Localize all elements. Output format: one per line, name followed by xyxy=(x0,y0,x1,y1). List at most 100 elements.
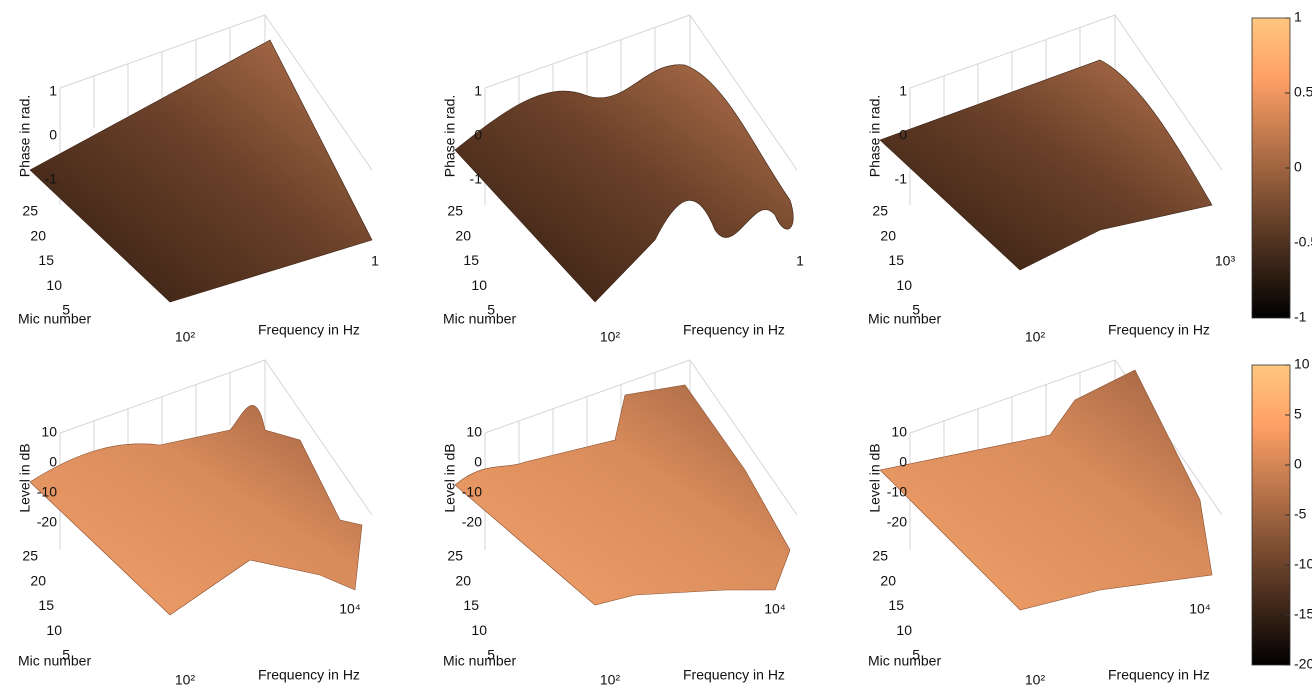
x-tick-label: 1 xyxy=(796,253,804,269)
surface xyxy=(30,40,372,302)
y-tick-label: 10 xyxy=(471,277,487,293)
z-tick-label: -20 xyxy=(462,514,482,530)
x-axis-label: Frequency in Hz xyxy=(683,667,785,683)
x-axis-label: Frequency in Hz xyxy=(258,322,360,338)
z-tick-label: -1 xyxy=(45,171,58,187)
y-axis-label: Mic number xyxy=(868,311,941,327)
y-axis-label: Mic number xyxy=(443,653,516,669)
x-axis-label: Frequency in Hz xyxy=(1108,322,1210,338)
z-tick-label: 0 xyxy=(49,127,57,143)
y-tick-label: 10 xyxy=(471,622,487,638)
x-tick-label: 10² xyxy=(600,672,621,688)
z-axis-label: Phase in rad. xyxy=(17,95,33,178)
y-tick-label: 25 xyxy=(22,548,38,564)
z-tick-label: 1 xyxy=(899,83,907,99)
y-tick-label: 25 xyxy=(872,203,888,219)
x-tick-label: 10² xyxy=(175,329,196,345)
x-axis-label: Frequency in Hz xyxy=(258,667,360,683)
colorbar-tick-label: -0.5 xyxy=(1294,234,1312,250)
panel: Level in dB100-10-20252015105Mic numberF… xyxy=(867,360,1222,688)
x-axis-label: Frequency in Hz xyxy=(683,322,785,338)
x-tick-label: 10⁴ xyxy=(764,601,786,617)
x-axis-label: Frequency in Hz xyxy=(1108,667,1210,683)
y-tick-label: 15 xyxy=(888,597,904,613)
z-tick-label: 0 xyxy=(474,454,482,470)
y-tick-label: 25 xyxy=(447,548,463,564)
colorbar-tick-label: -5 xyxy=(1294,506,1307,522)
y-tick-label: 15 xyxy=(38,252,54,268)
y-tick-label: 25 xyxy=(447,203,463,219)
y-tick-label: 15 xyxy=(463,597,479,613)
x-tick-label: 10² xyxy=(600,329,621,345)
z-tick-label: 10 xyxy=(41,424,57,440)
z-tick-label: -10 xyxy=(887,484,907,500)
y-tick-label: 25 xyxy=(22,203,38,219)
z-tick-label: -10 xyxy=(37,484,57,500)
z-tick-label: 10 xyxy=(466,424,482,440)
x-tick-label: 10⁴ xyxy=(339,601,361,617)
surface xyxy=(880,60,1212,270)
z-tick-label: 1 xyxy=(474,83,482,99)
z-tick-label: 0 xyxy=(899,454,907,470)
colorbar-tick-label: -15 xyxy=(1294,606,1312,622)
colorbar xyxy=(1252,18,1290,318)
y-tick-label: 20 xyxy=(30,227,46,243)
z-tick-label: -20 xyxy=(887,514,907,530)
z-axis-label: Level in dB xyxy=(17,443,33,512)
z-axis-label: Phase in rad. xyxy=(867,95,883,178)
z-tick-label: 0 xyxy=(49,454,57,470)
x-tick-label: 10³ xyxy=(1215,253,1236,269)
y-tick-label: 10 xyxy=(896,277,912,293)
z-axis-label: Phase in rad. xyxy=(442,95,458,178)
y-tick-label: 10 xyxy=(46,277,62,293)
colorbar-tick-label: 1 xyxy=(1294,9,1302,25)
figure: Phase in rad.10-1252015105Mic numberFreq… xyxy=(0,0,1312,688)
colorbar xyxy=(1252,365,1290,665)
colorbar-tick-label: -20 xyxy=(1294,656,1312,672)
z-tick-label: -1 xyxy=(470,171,483,187)
x-tick-label: 1 xyxy=(371,253,379,269)
y-tick-label: 10 xyxy=(896,622,912,638)
colorbar-tick-label: -10 xyxy=(1294,556,1312,572)
y-tick-label: 15 xyxy=(888,252,904,268)
z-tick-label: -1 xyxy=(895,171,908,187)
colorbar-tick-label: 0 xyxy=(1294,456,1302,472)
z-tick-label: -20 xyxy=(37,514,57,530)
z-axis-label: Level in dB xyxy=(442,443,458,512)
z-tick-label: 1 xyxy=(49,83,57,99)
x-tick-label: 10² xyxy=(1025,329,1046,345)
y-tick-label: 20 xyxy=(30,572,46,588)
colorbar-tick-label: 5 xyxy=(1294,406,1302,422)
surface xyxy=(455,385,790,605)
y-tick-label: 20 xyxy=(455,227,471,243)
z-axis-label: Level in dB xyxy=(867,443,883,512)
y-tick-label: 15 xyxy=(38,597,54,613)
z-tick-label: 0 xyxy=(474,127,482,143)
colorbar-tick-label: 0.5 xyxy=(1294,84,1312,100)
y-tick-label: 15 xyxy=(463,252,479,268)
y-axis-label: Mic number xyxy=(868,653,941,669)
x-tick-label: 10² xyxy=(175,672,196,688)
y-tick-label: 20 xyxy=(455,572,471,588)
z-tick-label: 0 xyxy=(899,127,907,143)
surface xyxy=(455,65,793,302)
z-tick-label: -10 xyxy=(462,484,482,500)
y-tick-label: 20 xyxy=(880,227,896,243)
y-axis-label: Mic number xyxy=(18,653,91,669)
colorbar-tick-label: -1 xyxy=(1294,309,1307,325)
y-tick-label: 20 xyxy=(880,572,896,588)
z-tick-label: 10 xyxy=(891,424,907,440)
x-tick-label: 10⁴ xyxy=(1189,601,1211,617)
y-axis-label: Mic number xyxy=(443,311,516,327)
y-tick-label: 10 xyxy=(46,622,62,638)
x-tick-label: 10² xyxy=(1025,672,1046,688)
y-tick-label: 25 xyxy=(872,548,888,564)
colorbar-tick-label: 10 xyxy=(1294,356,1310,372)
colorbar-tick-label: 0 xyxy=(1294,159,1302,175)
y-axis-label: Mic number xyxy=(18,311,91,327)
